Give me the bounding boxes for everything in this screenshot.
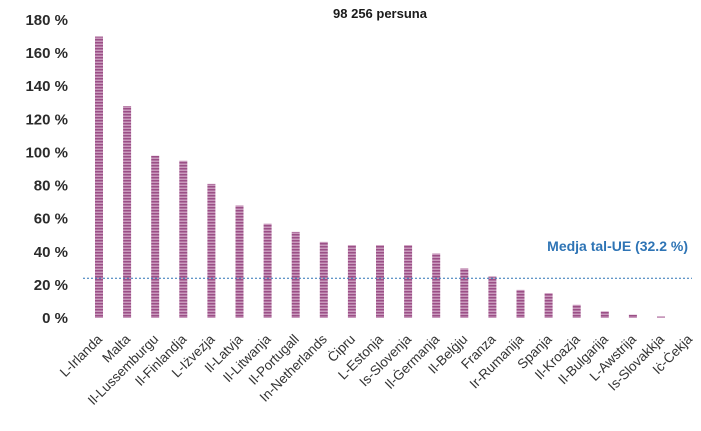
y-tick-label: 180 % (25, 12, 68, 29)
y-tick-label: 80 % (34, 178, 68, 195)
y-tick-label: 60 % (34, 211, 68, 228)
y-tick-label: 120 % (25, 111, 68, 128)
bar (628, 314, 637, 318)
bar (263, 223, 272, 318)
y-tick-label: 140 % (25, 78, 68, 95)
bar (179, 160, 188, 318)
y-tick-label: 160 % (25, 45, 68, 62)
bar (347, 245, 356, 318)
bar (572, 304, 581, 318)
y-tick-label: 20 % (34, 277, 68, 294)
y-tick-label: 0 % (42, 310, 68, 327)
bar (151, 155, 160, 318)
bar (123, 106, 132, 318)
bar (488, 276, 497, 318)
bar (207, 183, 216, 318)
bar (600, 311, 609, 318)
bar (460, 268, 469, 318)
y-tick-label: 40 % (34, 244, 68, 261)
bar (432, 253, 441, 318)
bar (544, 293, 553, 318)
bar (404, 245, 413, 318)
bar (657, 316, 665, 318)
x-tick-label: L-Irlanda (57, 331, 106, 380)
bar (516, 289, 525, 318)
eu-average-label: Medja tal-UE (32.2 %) (547, 238, 688, 254)
y-axis: 0 % 20 % 40 % 60 % 80 % 100 % 120 % 140 % 160 % 1… (25, 12, 68, 327)
chart-title: 98 256 persuna (333, 6, 428, 21)
bar (319, 241, 328, 318)
x-axis: L-IrlandaMaltaIl-LussemburguIl-Finlandja… (57, 331, 696, 408)
bar (235, 205, 244, 318)
y-tick-label: 100 % (25, 144, 68, 161)
bars (95, 36, 665, 319)
bar (291, 231, 300, 318)
bar (376, 245, 384, 318)
bar (95, 36, 103, 319)
